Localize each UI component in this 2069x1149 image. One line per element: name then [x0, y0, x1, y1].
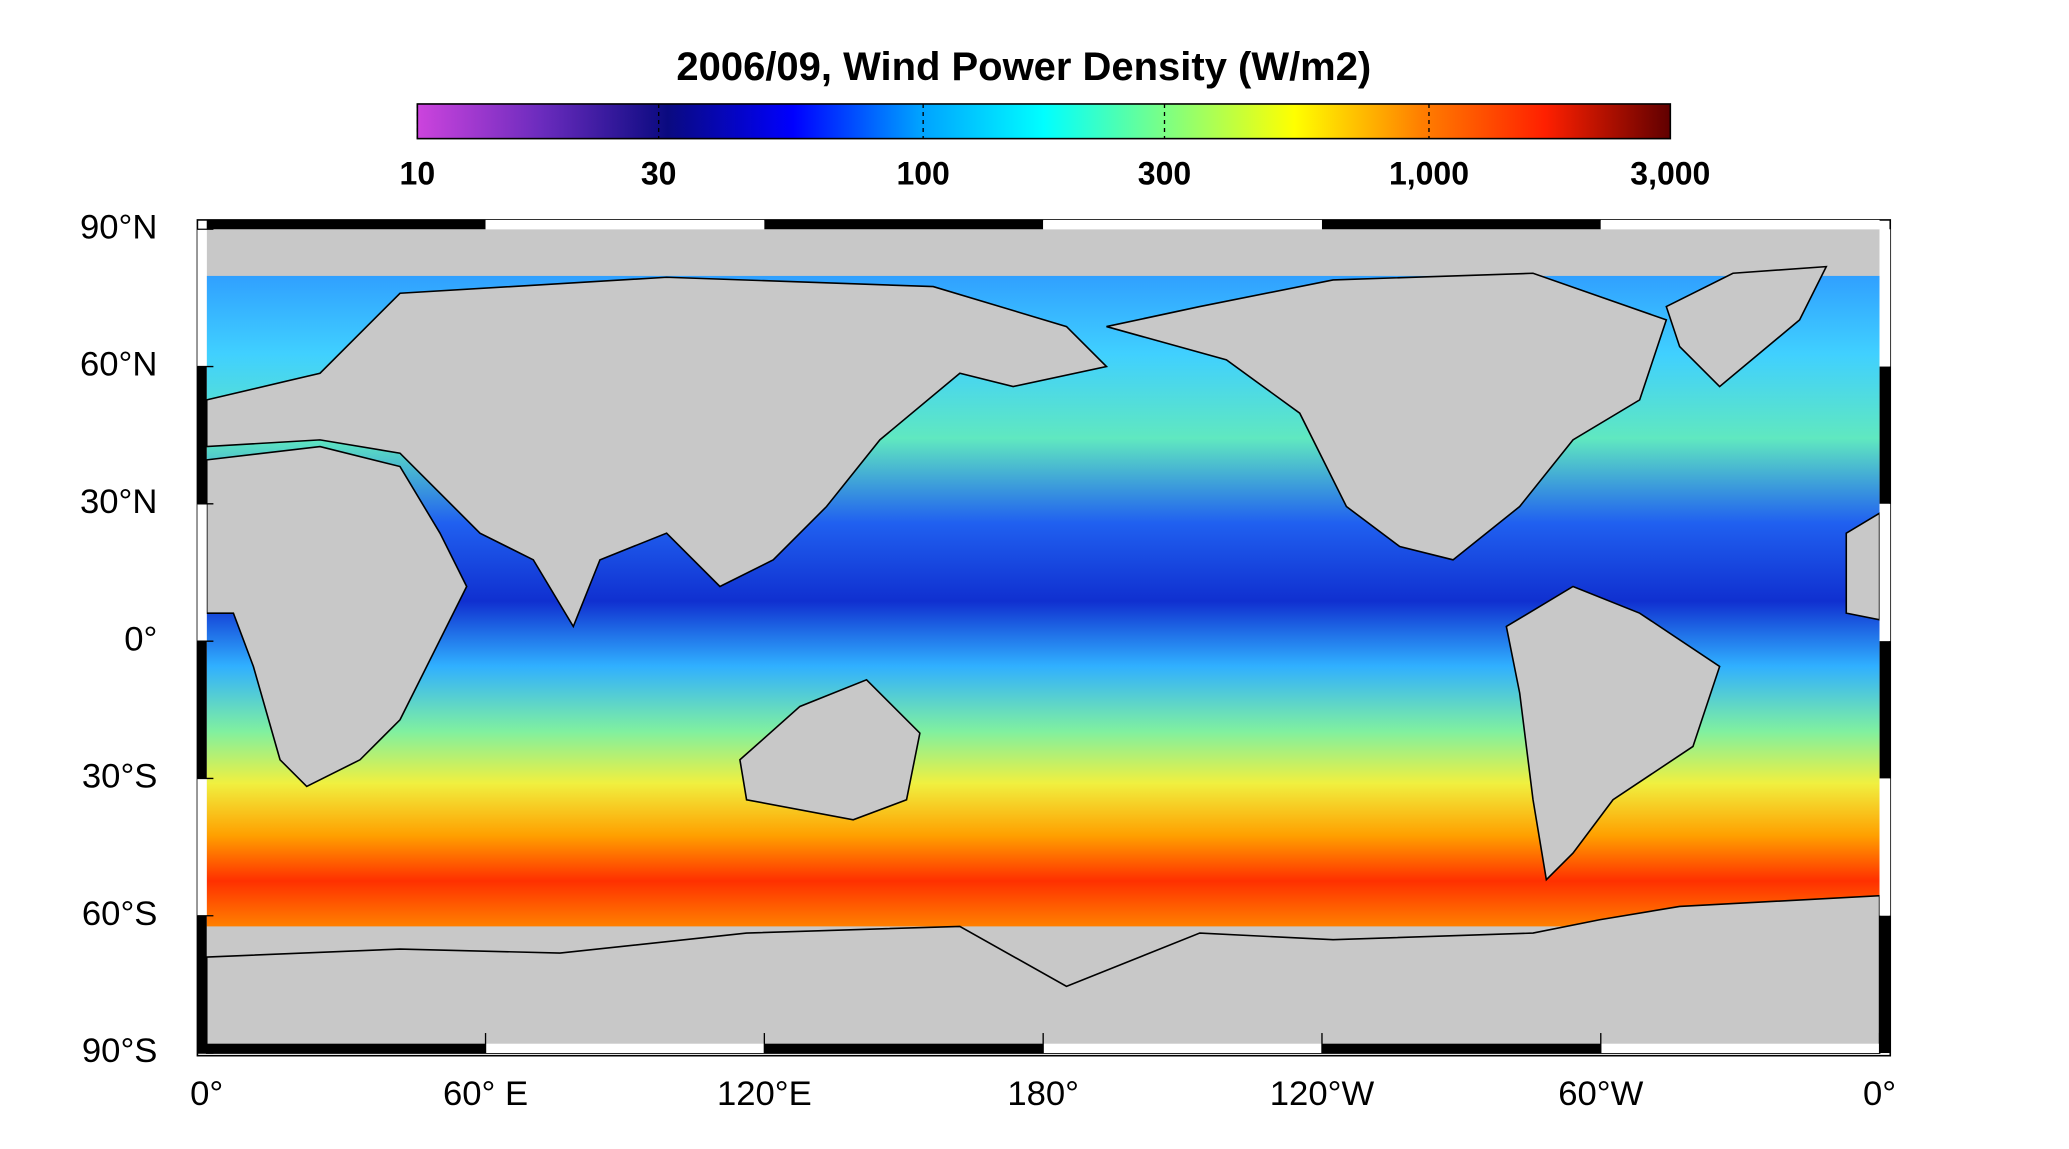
- frame-bar: [1879, 503, 1891, 642]
- frame-bar: [197, 366, 207, 504]
- frame-bar: [206, 219, 486, 230]
- colorbar-tick-label: 10: [400, 155, 436, 191]
- frame-bar: [764, 1043, 1044, 1054]
- greenland: [1665, 265, 1828, 388]
- frame-bar: [206, 1043, 486, 1054]
- colorbar-tick-label: 30: [641, 155, 677, 191]
- y-tick-label: 90°S: [82, 1032, 158, 1070]
- africa: [205, 445, 468, 788]
- frame-bar: [197, 641, 207, 779]
- frame-bar: [1043, 1043, 1322, 1054]
- x-tick-label: 60°W: [1558, 1075, 1643, 1113]
- frame-bar: [485, 219, 765, 230]
- frame-bar: [197, 229, 207, 367]
- y-tick-label: 60°N: [80, 346, 157, 384]
- frame-bar: [1879, 915, 1891, 1054]
- y-tick-label: 30°S: [82, 758, 158, 796]
- north-america: [1106, 272, 1668, 561]
- y-tick-label: 30°N: [80, 483, 157, 521]
- y-tick-label: 60°S: [82, 895, 158, 933]
- chart-title: 2006/09, Wind Power Density (W/m2): [676, 45, 1371, 89]
- colorbar-gradient: [416, 103, 1672, 140]
- frame-bar: [197, 915, 207, 1054]
- x-tick-label: 0°: [1863, 1075, 1896, 1113]
- frame-bar: [197, 778, 207, 916]
- frame-bar: [1879, 641, 1891, 779]
- y-tick-label: 0°: [124, 620, 157, 658]
- colorbar-tick-label: 300: [1138, 155, 1191, 191]
- frame-bar: [764, 219, 1044, 230]
- frame-bar: [1321, 1043, 1601, 1054]
- frame-bar: [1879, 366, 1891, 504]
- colorbar-tick-label: 3,000: [1630, 155, 1710, 191]
- x-tick-label: 120°E: [717, 1075, 812, 1113]
- australia: [739, 678, 921, 821]
- colorbar: [416, 103, 1672, 140]
- x-tick-label: 0°: [190, 1075, 223, 1113]
- colorbar-tick-label: 1,000: [1389, 155, 1469, 191]
- frame-bar: [197, 503, 207, 642]
- frame-bar: [1600, 1043, 1880, 1054]
- frame-bar: [485, 1043, 765, 1054]
- frame-bar: [1043, 219, 1322, 230]
- y-tick-label: 90°N: [80, 208, 157, 246]
- south-america: [1505, 585, 1721, 882]
- colorbar-tick-label: 100: [896, 155, 949, 191]
- x-tick-label: 120°W: [1270, 1075, 1375, 1113]
- map: [196, 219, 1892, 1057]
- x-tick-label: 60° E: [443, 1075, 528, 1113]
- frame-bar: [1600, 219, 1880, 230]
- x-tick-label: 180°: [1007, 1075, 1079, 1113]
- frame-bar: [1879, 229, 1891, 367]
- frame-bar: [1879, 778, 1891, 916]
- eurasia: [205, 276, 1109, 629]
- frame-bar: [1321, 219, 1601, 230]
